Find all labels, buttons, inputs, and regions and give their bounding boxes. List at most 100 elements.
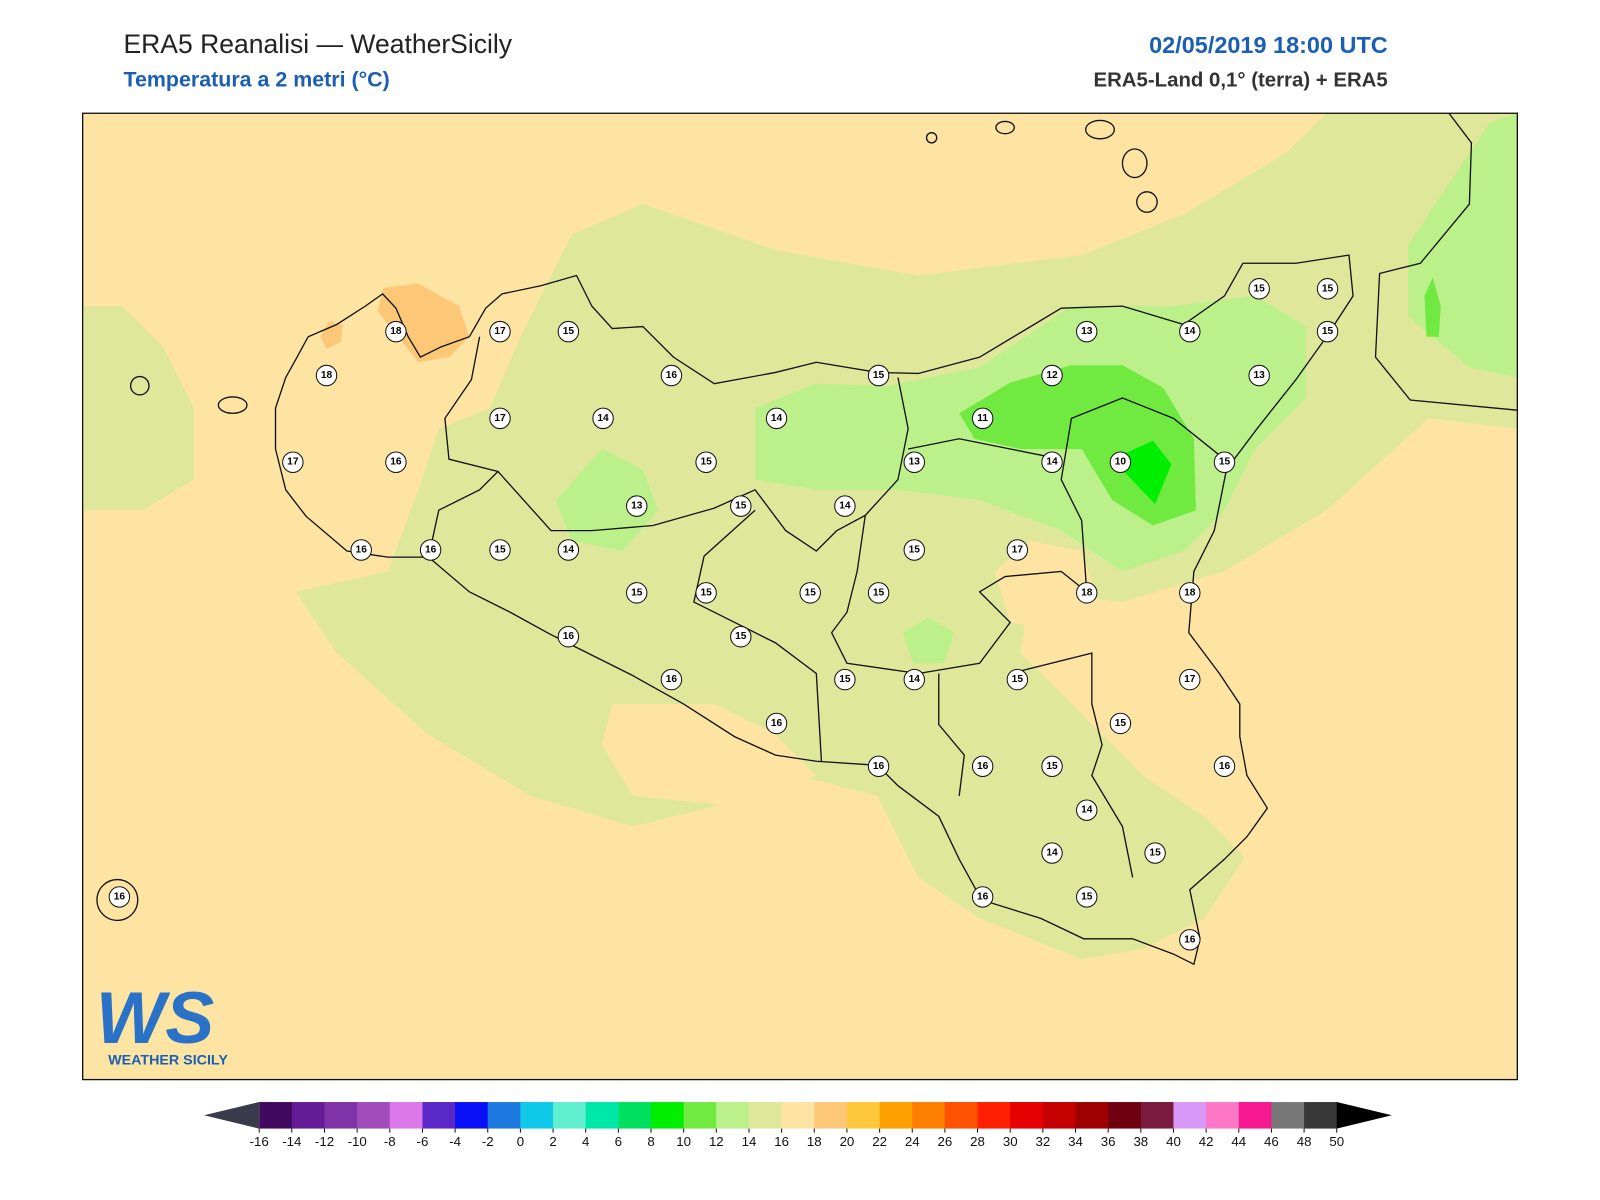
station: 15 xyxy=(1248,278,1270,300)
station-marker xyxy=(867,755,890,778)
station: 15 xyxy=(834,668,856,691)
colorbar-cell xyxy=(1108,1102,1142,1129)
island xyxy=(925,131,938,144)
colorbar-cell xyxy=(651,1102,685,1129)
station-marker xyxy=(1076,799,1098,821)
station: 16 xyxy=(1179,929,1201,951)
station-value: 11 xyxy=(977,413,988,424)
station-marker xyxy=(385,451,407,473)
station-value: 16 xyxy=(390,457,402,468)
station: 16 xyxy=(419,539,442,561)
colorbar-tick-label: -4 xyxy=(449,1134,461,1149)
station: 16 xyxy=(971,886,994,908)
colorbar-cell xyxy=(1010,1102,1044,1129)
logo-name: WEATHER SICILY xyxy=(108,1052,228,1068)
station-marker xyxy=(592,407,614,430)
station-marker xyxy=(108,886,131,908)
station-marker xyxy=(971,755,994,778)
station-marker xyxy=(557,539,580,561)
colorbar-cell xyxy=(944,1102,979,1129)
station: 17 xyxy=(1006,539,1029,561)
colorbar-cell xyxy=(977,1102,1011,1129)
island xyxy=(1136,191,1158,213)
station-value: 16 xyxy=(425,545,437,556)
colorbar-tick-label: 0 xyxy=(517,1134,524,1149)
station: 14 xyxy=(1041,451,1063,473)
colorbar-tick-label: -14 xyxy=(282,1134,301,1149)
temperature-region xyxy=(556,448,659,552)
station: 15 xyxy=(903,539,925,561)
colorbar-tick-label: -6 xyxy=(417,1134,429,1149)
colorbar-cell xyxy=(324,1102,358,1129)
station-value: 18 xyxy=(390,326,402,337)
logo-mark: WS xyxy=(96,976,214,1059)
colorbar-tick-label: -16 xyxy=(250,1134,269,1149)
station: 15 xyxy=(867,582,890,604)
station: 15 xyxy=(799,582,821,604)
temperature-region xyxy=(1424,277,1441,337)
station: 14 xyxy=(834,495,856,517)
station-value: 15 xyxy=(563,326,575,337)
station-value: 15 xyxy=(873,587,885,598)
station-value: 16 xyxy=(114,891,126,902)
station-value: 16 xyxy=(356,545,368,556)
title: ERA5 Reanalisi — WeatherSicily xyxy=(123,29,512,59)
station-value: 18 xyxy=(1184,587,1196,598)
station-marker xyxy=(867,364,890,387)
station: 16 xyxy=(765,712,788,735)
colorbar-cell xyxy=(912,1102,946,1129)
station-value: 14 xyxy=(1046,848,1058,859)
temperature-region xyxy=(903,617,955,664)
colorbar-cell xyxy=(1238,1102,1272,1129)
colorbar-tick-label: 12 xyxy=(709,1134,724,1149)
colorbar-cell xyxy=(846,1102,881,1129)
station-value: 18 xyxy=(1081,587,1093,598)
station-marker xyxy=(971,407,994,430)
island xyxy=(96,878,139,922)
station: 10 xyxy=(1109,451,1132,473)
station-value: 15 xyxy=(1254,283,1266,294)
station: 17 xyxy=(1179,668,1201,691)
colorbar-cell xyxy=(716,1102,750,1129)
station-marker xyxy=(350,539,372,561)
station-marker xyxy=(1213,451,1236,473)
station-marker xyxy=(626,582,648,604)
station: 14 xyxy=(1076,799,1098,821)
station-marker xyxy=(1006,668,1029,691)
station: 16 xyxy=(108,886,131,908)
colorbar-tick-label: 36 xyxy=(1101,1134,1116,1149)
station-value: 15 xyxy=(494,545,506,556)
station-marker xyxy=(557,320,580,343)
colorbar-cell xyxy=(1140,1102,1174,1129)
colorbar-tick-label: 8 xyxy=(647,1134,654,1149)
station: 16 xyxy=(660,668,683,691)
station: 16 xyxy=(971,755,994,778)
station-marker xyxy=(903,539,925,561)
station: 15 xyxy=(695,451,717,473)
station: 15 xyxy=(730,626,752,648)
station-value: 15 xyxy=(1322,326,1334,337)
station: 15 xyxy=(730,495,752,517)
colorbar-tick-label: 42 xyxy=(1199,1134,1214,1149)
station: 16 xyxy=(867,755,890,778)
station: 15 xyxy=(1109,712,1132,735)
station-value: 17 xyxy=(287,457,299,468)
station: 14 xyxy=(1041,842,1063,864)
island xyxy=(995,120,1015,135)
colorbar-cell xyxy=(748,1102,783,1129)
colorbar-tick-label: 16 xyxy=(774,1134,789,1149)
colorbar-cell xyxy=(455,1102,489,1129)
station-value: 15 xyxy=(1081,891,1093,902)
station-value: 15 xyxy=(700,457,712,468)
temperature-region xyxy=(83,306,194,511)
station-marker xyxy=(1041,451,1063,473)
subtitle: Temperatura a 2 metri (°C) xyxy=(123,68,389,92)
station-value: 18 xyxy=(321,370,333,381)
station: 17 xyxy=(489,320,511,343)
colorbar-under xyxy=(204,1102,260,1129)
station-marker xyxy=(1179,582,1201,604)
temperature-region xyxy=(994,540,1103,633)
colorbar-cell xyxy=(389,1102,423,1129)
